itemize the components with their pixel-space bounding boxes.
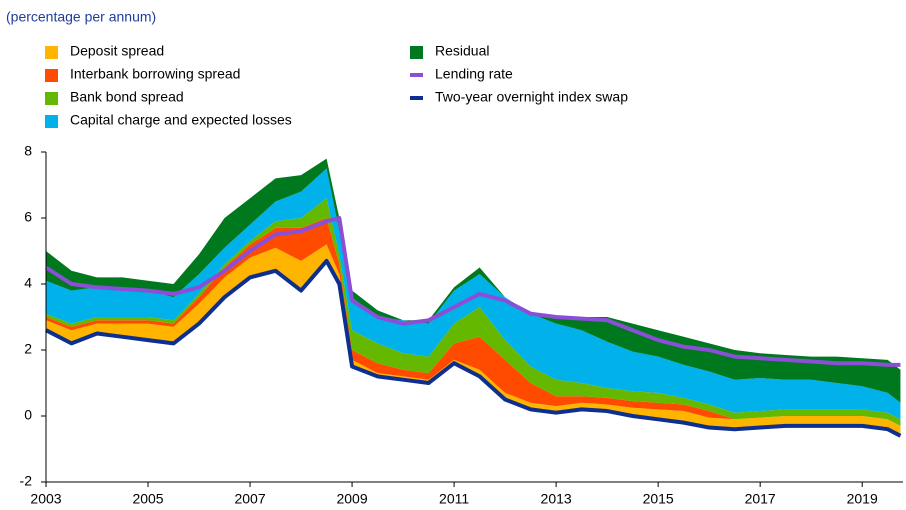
x-tick-label: 2003 bbox=[30, 491, 61, 507]
x-tick-label: 2011 bbox=[439, 491, 469, 507]
legend-label: Residual bbox=[435, 43, 489, 59]
legend-label: Lending rate bbox=[435, 66, 513, 82]
area bbox=[46, 198, 901, 426]
legend-swatch bbox=[45, 115, 58, 128]
legend-label: Bank bond spread bbox=[70, 89, 184, 105]
x-tick-label: 2019 bbox=[847, 491, 878, 507]
y-tick-label: 6 bbox=[24, 209, 32, 225]
chart-subtitle: (percentage per annum) bbox=[6, 9, 156, 25]
legend-label: Two-year overnight index swap bbox=[435, 89, 628, 105]
area bbox=[46, 168, 901, 420]
legend-label: Deposit spread bbox=[70, 43, 164, 59]
legend-label: Capital charge and expected losses bbox=[70, 112, 292, 128]
y-tick-label: 8 bbox=[24, 143, 32, 159]
line bbox=[45, 258, 902, 438]
y-tick-label: 4 bbox=[24, 275, 32, 291]
legend-label: Interbank borrowing spread bbox=[70, 66, 240, 82]
x-tick-label: 2005 bbox=[132, 491, 163, 507]
y-tick-label: 2 bbox=[24, 341, 32, 357]
x-tick-label: 2007 bbox=[234, 491, 265, 507]
legend-swatch bbox=[45, 69, 58, 82]
line bbox=[44, 216, 901, 367]
y-tick-label: 0 bbox=[24, 407, 32, 423]
legend-swatch bbox=[45, 92, 58, 105]
x-tick-label: 2017 bbox=[745, 491, 776, 507]
x-tick-label: 2015 bbox=[643, 491, 674, 507]
x-tick-label: 2009 bbox=[336, 491, 367, 507]
y-tick-label: -2 bbox=[20, 473, 33, 489]
area bbox=[46, 158, 901, 403]
legend-swatch bbox=[410, 46, 423, 59]
x-tick-label: 2013 bbox=[541, 491, 572, 507]
legend-swatch bbox=[45, 46, 58, 59]
area bbox=[46, 244, 901, 436]
